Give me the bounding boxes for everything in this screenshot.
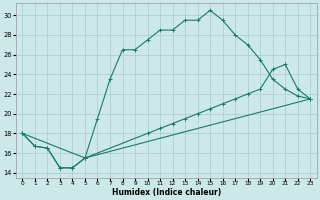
X-axis label: Humidex (Indice chaleur): Humidex (Indice chaleur) xyxy=(112,188,221,197)
